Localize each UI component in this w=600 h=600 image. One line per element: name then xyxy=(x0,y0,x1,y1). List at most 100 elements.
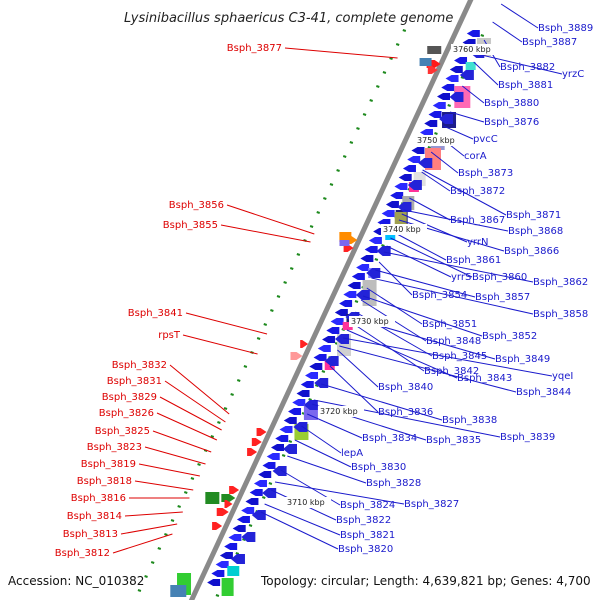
scale-label-bg xyxy=(349,316,395,327)
tick-mark xyxy=(316,211,321,214)
label-connector xyxy=(182,334,258,355)
gene-label-right: Bsph_3845 xyxy=(432,351,487,362)
label-connector xyxy=(346,329,458,379)
label-connector xyxy=(301,425,342,454)
tick-mark xyxy=(164,533,168,536)
gene-arrow xyxy=(221,494,236,502)
accession-text: Accession: NC_010382 xyxy=(8,574,145,588)
scale-label: 3710 kbp xyxy=(287,498,325,507)
gene-label-right: Bsph_3868 xyxy=(508,226,563,237)
gene-label-right: Bsph_3849 xyxy=(495,354,550,365)
gene-box xyxy=(394,212,407,226)
tick-mark xyxy=(329,183,334,186)
label-connector xyxy=(500,3,539,29)
gene-label-left: Bsph_3812 xyxy=(55,548,110,559)
gene-arrow xyxy=(439,114,454,124)
gene-arrow xyxy=(262,462,276,469)
genome-summary-text: Topology: circular; Length: 4,639,821 bp… xyxy=(261,574,591,588)
tick-mark xyxy=(309,225,314,228)
gene-arrow xyxy=(351,273,365,280)
gene-label-right: Bsph_3872 xyxy=(450,186,505,197)
gene-arrow xyxy=(381,210,395,217)
label-connector xyxy=(156,412,218,441)
label-connector xyxy=(477,53,563,75)
gene-label-right: Bsph_3840 xyxy=(378,382,433,393)
tick-mark xyxy=(263,323,268,326)
label-connector xyxy=(371,277,534,315)
gene-arrow xyxy=(402,165,416,172)
gene-arrow xyxy=(224,500,233,508)
label-connector xyxy=(264,503,341,536)
gene-arrow xyxy=(251,438,262,446)
gene-box xyxy=(385,232,396,240)
tick-mark xyxy=(243,365,248,368)
tick-mark xyxy=(354,300,359,303)
scale-label: 3760 kbp xyxy=(453,45,491,54)
tick-mark xyxy=(283,281,287,284)
label-connector xyxy=(362,295,483,337)
gene-label-right: Bsph_3848 xyxy=(426,336,481,347)
tick-mark xyxy=(190,477,195,480)
gene-label-left: Bsph_3818 xyxy=(77,476,132,487)
gene-label-left: Bsph_3823 xyxy=(87,442,142,453)
gene-arrow xyxy=(343,291,357,298)
gene-arrow xyxy=(432,102,446,109)
gene-arrow xyxy=(296,390,310,397)
gene-arrow xyxy=(236,516,250,523)
gene-label-right: yqeI xyxy=(552,371,573,382)
tick-mark xyxy=(236,379,241,382)
scale-label-bg xyxy=(451,44,497,55)
gene-arrow xyxy=(445,75,459,82)
gene-label-right: Bsph_3860 xyxy=(472,272,527,283)
tick-mark xyxy=(256,337,261,340)
gene-label-left: Bsph_3832 xyxy=(112,360,167,371)
tick-mark xyxy=(362,113,367,116)
gene-arrow xyxy=(279,426,293,433)
label-connector xyxy=(220,224,311,243)
gene-label-left: Bsph_3825 xyxy=(95,426,150,437)
tick-mark xyxy=(281,454,286,457)
label-connector xyxy=(138,463,200,477)
gene-label-left: Bsph_3814 xyxy=(67,511,122,522)
gene-label-right: Bsph_3838 xyxy=(442,415,497,426)
label-connector xyxy=(390,237,473,278)
tick-mark xyxy=(389,57,393,60)
tick-mark xyxy=(289,267,294,270)
backbone-line xyxy=(188,0,474,600)
gene-box xyxy=(342,322,353,330)
label-connector xyxy=(462,85,485,104)
gene-arrow xyxy=(219,552,233,559)
label-connector xyxy=(329,365,379,413)
tick-mark xyxy=(381,244,385,247)
gene-label-right: Bsph_3871 xyxy=(506,210,561,221)
gene-arrow xyxy=(232,525,246,532)
label-connector xyxy=(164,380,226,423)
gene-label-right: Bsph_3882 xyxy=(500,62,555,73)
gene-label-right: Bsph_3820 xyxy=(338,544,393,555)
gene-arrow xyxy=(335,334,350,344)
gene-label-right: Bsph_3876 xyxy=(484,117,539,128)
gene-arrow xyxy=(385,201,399,208)
label-connector xyxy=(337,349,379,388)
gene-arrow xyxy=(228,534,242,541)
gene-arrow xyxy=(459,70,474,80)
label-connector xyxy=(185,312,268,335)
gene-arrow xyxy=(418,158,433,168)
gene-arrow xyxy=(411,147,425,154)
gene-label-right: Bsph_3889 xyxy=(538,23,593,34)
gene-label-left: Bsph_3813 xyxy=(63,529,118,540)
gene-arrow xyxy=(211,570,225,577)
tick-mark xyxy=(137,589,142,592)
gene-arrow xyxy=(419,129,433,136)
gene-arrow xyxy=(394,183,408,190)
scale-labels: 3760 kbp 3750 kbp 3740 kbp 3730 kbp 3720 kbp… xyxy=(285,44,497,508)
gene-arrow xyxy=(303,400,318,410)
label-connector xyxy=(449,111,485,123)
gene-label-right: Bsph_3858 xyxy=(533,309,588,320)
gene-label-right: Bsph_3857 xyxy=(475,292,530,303)
gene-arrow xyxy=(216,508,229,516)
tick-mark xyxy=(217,421,221,424)
tick-mark xyxy=(183,491,188,494)
gene-box xyxy=(205,492,220,504)
gene-box xyxy=(465,62,476,70)
